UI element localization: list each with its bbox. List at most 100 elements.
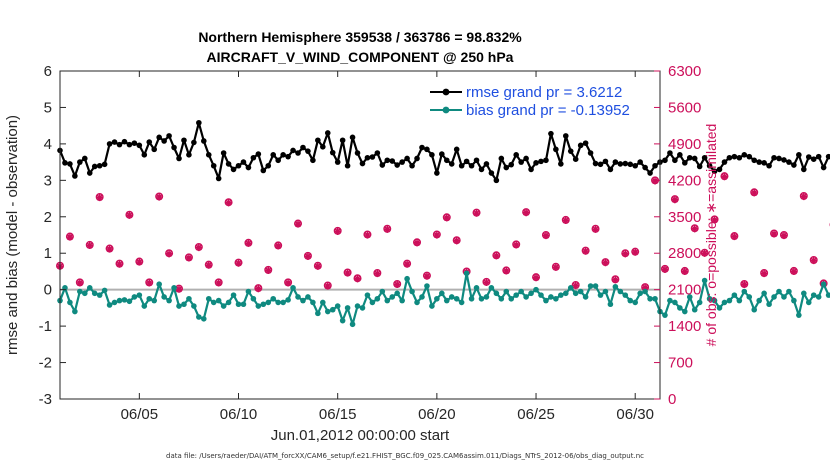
bias-point [220,303,227,309]
obs-assimilated-point [165,250,173,258]
obs-assimilated-point [641,283,649,292]
bias-point [354,303,361,309]
bias-point [399,297,405,304]
obs-assimilated-point [671,195,679,204]
bias-point [711,297,718,304]
bias-point [756,297,762,304]
bias-point [166,297,172,304]
rmse-point [255,151,262,157]
bias-point [776,288,782,295]
rmse-point [141,152,148,158]
bias-point [151,297,158,304]
bias-point [662,312,668,318]
obs-assimilated-point [770,230,778,238]
y2-tick-label: 4900 [668,136,701,153]
bias-point [523,294,529,300]
bias-point [577,288,584,295]
bias-point [359,305,366,311]
bias-point [295,294,301,300]
bias-point [488,285,495,291]
rmse-point [295,150,301,156]
obs-assimilated-point [334,227,342,235]
rmse-point [419,144,425,151]
bias-point [498,295,505,302]
rmse-point [334,159,341,165]
obs-assimilated-point [760,269,768,278]
obs-assimilated-point [304,252,312,260]
rmse-point [587,150,594,156]
rmse-point [324,130,331,136]
rmse-point [523,155,529,162]
y-tick-label: 0 [44,282,52,299]
rmse-point [667,150,673,156]
obs-assimilated-point [294,220,302,228]
obs-assimilated-point [720,173,729,181]
bias-point [617,288,624,295]
rmse-point [374,150,381,156]
rmse-point [166,133,172,139]
rmse-point [756,159,762,165]
rmse-point [349,134,356,141]
rmse-point [662,157,668,164]
chart-title-line2: AIRCRAFT_V_WIND_COMPONENT @ 250 hPa [207,49,514,65]
obs-assimilated-point [115,260,124,268]
obs-assimilated-point [750,189,758,197]
bias-point [424,283,430,289]
rmse-point [91,163,98,170]
bias-point [379,288,386,295]
obs-assimilated-point [175,285,183,293]
y2-axis-label: # of obs: o=possible; ∗=assimilated [703,124,719,347]
rmse-point [275,157,281,164]
bias-point [587,283,594,289]
rmse-point [612,159,619,165]
rmse-point [250,154,257,161]
y2-tick-label: 0 [668,391,676,408]
bias-point [300,297,306,304]
bias-point [141,303,148,309]
rmse-point [632,162,639,169]
bias-point [805,299,812,306]
obs-assimilated-point [701,249,709,257]
rmse-point [270,152,277,158]
rmse-point [404,155,410,162]
legend: rmse grand pr = 3.6212 bias grand pr = -… [430,84,630,119]
rmse-point [201,138,207,144]
rmse-point [443,157,450,164]
bias-point [815,294,822,300]
bias-point [701,277,708,284]
rmse-point [776,155,782,162]
rmse-point [300,144,306,151]
rmse-point [518,159,524,165]
obs-assimilated-point [155,193,163,201]
rmse-point [721,159,728,165]
rmse-point [558,161,564,167]
bias-point [543,297,549,304]
bias-point [260,301,267,308]
bias-point [414,299,420,306]
obs-assimilated-point [631,248,639,256]
rmse-point [146,139,153,145]
bias-point [364,292,371,298]
bias-point [602,288,609,295]
rmse-point [766,162,772,169]
bias-point [513,292,519,298]
rmse-point [781,157,787,163]
rmse-point [96,162,103,169]
bias-point [741,288,748,295]
obs-assimilated-point [482,278,491,286]
bias-point [562,290,569,297]
bias-point [225,299,232,306]
bias-point [67,299,73,306]
bias-point [592,283,599,289]
bias-point [652,295,658,302]
rmse-point [562,133,569,139]
rmse-point [681,160,688,166]
bias-point [473,285,480,291]
obs-assimilated-point [691,225,699,233]
bias-point [761,290,767,297]
rmse-point [305,148,311,154]
rmse-point [453,146,460,153]
bias-point [518,288,524,295]
obs-count-markers [56,172,830,293]
obs-assimilated-point [453,237,461,245]
